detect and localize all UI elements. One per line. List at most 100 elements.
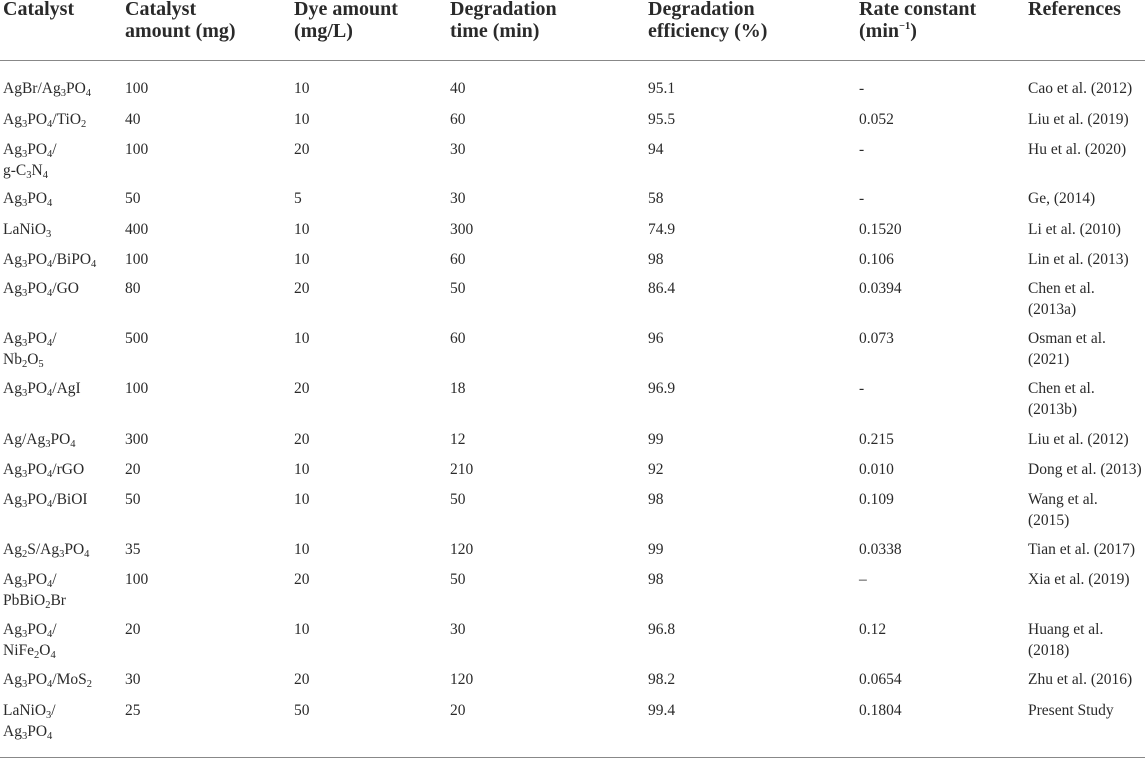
reference-line: (2015) xyxy=(1028,512,1070,529)
cell-reference: Dong et al. (2013) xyxy=(1028,459,1142,480)
header-rate-constant-line1: Rate constant xyxy=(859,0,977,20)
cell-rate: 0.073 xyxy=(859,330,894,347)
cell-dye: 10 xyxy=(294,621,310,638)
cell-eff: 98 xyxy=(648,491,664,508)
cell-time: 50 xyxy=(450,491,466,508)
header-rate-unit: (min xyxy=(859,20,899,42)
cell-amount: 40 xyxy=(125,111,141,128)
cell-time: 12 xyxy=(450,431,466,448)
cell-amount: 20 xyxy=(125,461,141,478)
cell-amount: 300 xyxy=(125,431,149,448)
formula-text: Ag xyxy=(3,461,22,478)
cell-catalyst: AgBr/Ag3PO4 xyxy=(3,78,91,99)
formula-text: PO xyxy=(27,723,48,740)
formula-subscript: 3 xyxy=(60,88,66,99)
reference-line: Li et al. (2010) xyxy=(1028,221,1121,238)
formula-subscript: 3 xyxy=(26,170,32,181)
cell-reference: Liu et al. (2019) xyxy=(1028,109,1129,130)
cell-time: 30 xyxy=(450,190,466,207)
header-dye-amount-line1: Dye amount xyxy=(294,0,398,20)
formula-subscript: 4 xyxy=(47,388,53,399)
reference-line: Chen et al. xyxy=(1028,380,1095,397)
reference-line: (2018) xyxy=(1028,642,1070,659)
formula-text: Ag xyxy=(3,251,22,268)
cell-dye: 10 xyxy=(294,221,310,238)
cell-catalyst: Ag3PO4/AgI xyxy=(3,378,81,399)
header-catalyst-amount: Catalyst amount (mg) xyxy=(125,0,236,42)
cell-time: 30 xyxy=(450,621,466,638)
cell-catalyst: Ag3PO4/g-C3N4 xyxy=(3,139,57,181)
cell-catalyst: Ag2S/Ag3PO4 xyxy=(3,539,89,560)
formula-text: Ag xyxy=(3,280,22,297)
formula-text: /BiPO xyxy=(52,251,92,268)
formula-subscript: 2 xyxy=(21,359,28,370)
formula-subscript: 4 xyxy=(91,259,97,270)
formula-text: /GO xyxy=(52,280,79,297)
cell-dye: 20 xyxy=(294,141,310,158)
reference-line: Huang et al. xyxy=(1028,621,1104,638)
formula-text: LaNiO xyxy=(3,221,47,238)
cell-eff: 74.9 xyxy=(648,221,676,238)
formula-text: /MoS xyxy=(52,671,87,688)
formula-subscript: 4 xyxy=(47,629,53,640)
cell-time: 50 xyxy=(450,571,466,588)
reference-line: (2013b) xyxy=(1028,401,1078,418)
header-rate-constant: Rate constant (min−1) xyxy=(859,0,976,42)
cell-dye: 10 xyxy=(294,491,310,508)
cell-eff: 98.2 xyxy=(648,671,676,688)
formula-subscript: 4 xyxy=(47,119,53,130)
cell-dye: 50 xyxy=(294,702,310,719)
header-degradation-time-line2: time (min) xyxy=(450,20,540,42)
cell-eff: 58 xyxy=(648,190,664,207)
cell-reference: Lin et al. (2013) xyxy=(1028,249,1129,270)
cell-rate: - xyxy=(859,141,865,158)
formula-text: Ag xyxy=(3,723,22,740)
cell-rate: 0.0394 xyxy=(859,280,902,297)
formula-text: / xyxy=(52,330,57,347)
formula-text: g-C xyxy=(3,162,27,179)
formula-text: PO xyxy=(27,621,48,638)
formula-subscript: 4 xyxy=(70,439,76,450)
formula-text: PO xyxy=(27,671,48,688)
cell-eff: 96.8 xyxy=(648,621,676,638)
cell-catalyst: Ag3PO4/NiFe2O4 xyxy=(3,619,57,661)
formula-subscript: 3 xyxy=(21,579,28,590)
bottom-rule xyxy=(0,757,1145,758)
cell-time: 50 xyxy=(450,280,466,297)
formula-subscript: 2 xyxy=(86,679,92,690)
cell-eff: 96.9 xyxy=(648,380,676,397)
reference-line: Lin et al. (2013) xyxy=(1028,251,1129,268)
formula-subscript: 3 xyxy=(45,439,51,450)
formula-subscript: 3 xyxy=(21,731,28,742)
header-degradation-time: Degradation time (min) xyxy=(450,0,557,42)
cell-reference: Cao et al. (2012) xyxy=(1028,78,1132,99)
header-references-label: References xyxy=(1028,0,1121,20)
formula-text: Ag xyxy=(3,571,22,588)
reference-line: (2021) xyxy=(1028,351,1070,368)
formula-subscript: 4 xyxy=(84,549,90,560)
formula-subscript: 4 xyxy=(50,650,56,661)
cell-time: 210 xyxy=(450,461,474,478)
formula-text: PO xyxy=(27,251,48,268)
formula-subscript: 2 xyxy=(81,119,87,130)
cell-catalyst: Ag3PO4 xyxy=(3,188,52,209)
cell-eff: 99 xyxy=(648,431,664,448)
formula-subscript: 4 xyxy=(85,88,92,99)
cell-dye: 5 xyxy=(294,190,302,207)
formula-subscript: 3 xyxy=(21,119,28,130)
cell-catalyst: Ag3PO4/ PbBiO2Br xyxy=(3,569,66,611)
cell-dye: 20 xyxy=(294,380,310,397)
cell-eff: 95.1 xyxy=(648,80,676,97)
header-rate-exponent: −1 xyxy=(899,21,911,32)
header-degradation-efficiency-line1: Degradation xyxy=(648,0,755,20)
cell-rate: 0.052 xyxy=(859,111,894,128)
cell-catalyst: Ag3PO4/BiOI xyxy=(3,489,88,510)
formula-text: LaNiO xyxy=(3,702,47,719)
cell-rate: 0.215 xyxy=(859,431,894,448)
formula-subscript: 3 xyxy=(21,679,28,690)
reference-line: Cao et al. (2012) xyxy=(1028,80,1133,97)
cell-catalyst: Ag3PO4/ Nb2O5 xyxy=(3,328,57,370)
cell-dye: 10 xyxy=(294,330,310,347)
formula-subscript: 3 xyxy=(21,259,28,270)
formula-text: Br xyxy=(50,592,66,609)
